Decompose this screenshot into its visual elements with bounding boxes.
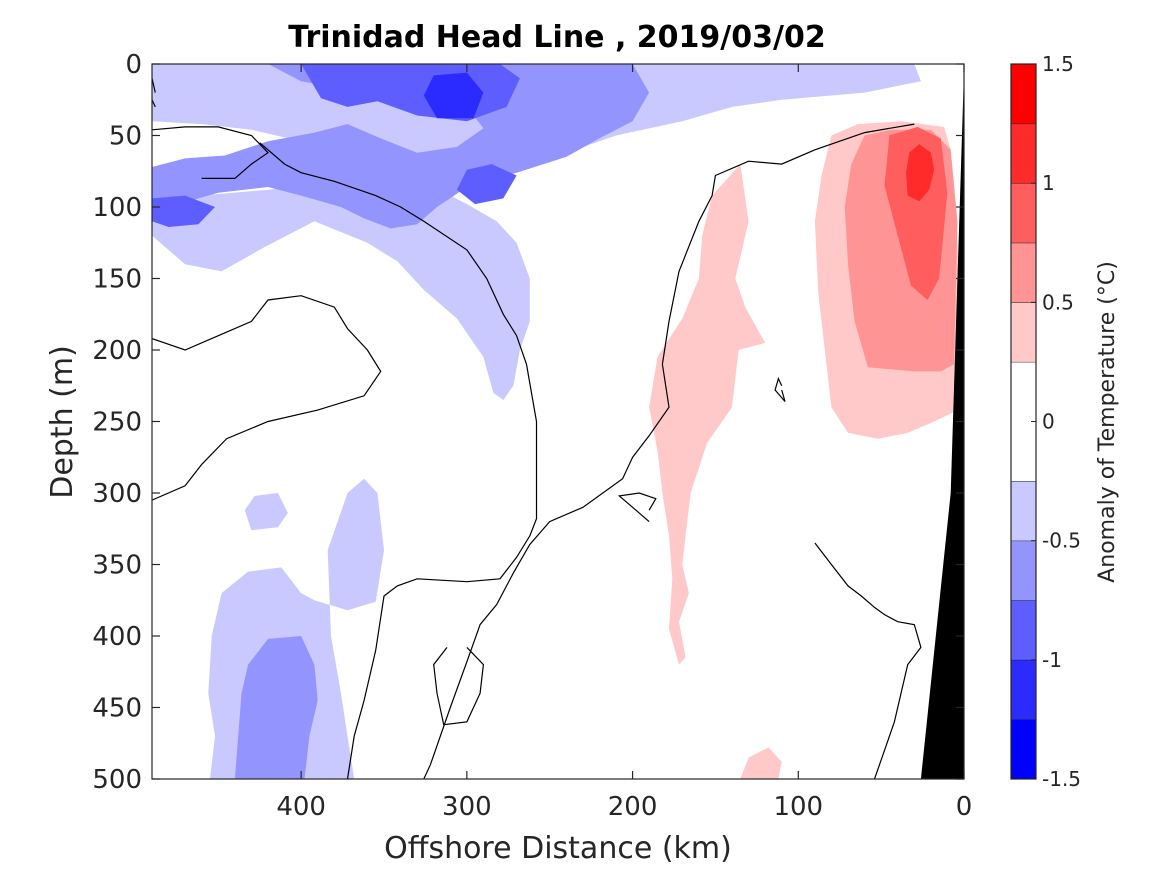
colorbar-tick-label: 1 xyxy=(1042,171,1055,195)
y-tick-label: 150 xyxy=(92,265,142,295)
region-cool-surface-core xyxy=(423,72,484,119)
colorbar-tick-label: 1.5 xyxy=(1042,52,1074,76)
seafloor-mask xyxy=(920,71,964,779)
x-tick-label: 300 xyxy=(442,792,492,822)
x-tick-label: 0 xyxy=(956,792,973,822)
contour-line-2 xyxy=(423,123,915,779)
x-tick-label: 100 xyxy=(773,792,823,822)
colorbar-tick-label: -1 xyxy=(1042,648,1062,672)
y-axis-label: Depth (m) xyxy=(45,345,80,499)
colorbar-ticks: 1.5 1 0.5 0 -0.5 -1 -1.5 xyxy=(1031,52,1081,791)
region-warm-deep-bottom xyxy=(740,747,782,779)
region-cool-surface-band xyxy=(152,175,530,400)
y-tick-label: 300 xyxy=(92,479,142,509)
region-cool-west-core xyxy=(152,195,215,227)
y-tick-label: 100 xyxy=(92,193,142,223)
contour-line-3 xyxy=(814,542,922,779)
colorbar-level-0 xyxy=(1011,719,1036,779)
anomaly-regions xyxy=(152,64,964,779)
colorbar-level-1 xyxy=(1011,659,1036,720)
y-tick-label: 450 xyxy=(92,694,142,724)
colorbar-level-9 xyxy=(1011,123,1036,184)
y-tick-label: 200 xyxy=(92,336,142,366)
region-warm-shelf-core xyxy=(906,144,935,202)
colorbar-tick-label: -1.5 xyxy=(1042,767,1081,791)
y-tick-label: 500 xyxy=(92,765,142,795)
x-tick-label: 400 xyxy=(276,792,326,822)
chart-title: Trinidad Head Line , 2019/03/02 xyxy=(288,20,825,55)
plot-area: 400 300 200 100 0 0 50 100 150 200 250 300 350 400 45… xyxy=(92,50,972,822)
colorbar-level-7 xyxy=(1011,242,1036,303)
colorbar-level-10 xyxy=(1011,64,1036,124)
contour-line-5 xyxy=(433,646,485,726)
colorbar-level-2 xyxy=(1011,600,1036,660)
colorbar-level-8 xyxy=(1011,183,1036,243)
region-cool-subsurface-core xyxy=(456,164,517,205)
x-tick-label: 200 xyxy=(608,792,658,822)
region-cool-surface-medium xyxy=(152,64,650,229)
contour-line-8 xyxy=(152,126,269,179)
colorbar-tick-label: 0.5 xyxy=(1042,290,1074,314)
colorbar-levels xyxy=(1011,63,1036,779)
colorbar-label: Anomaly of Temperature (°C) xyxy=(1095,261,1120,583)
colorbar-level-3 xyxy=(1011,540,1036,601)
contour-line-1 xyxy=(259,142,538,779)
zero-contours xyxy=(152,78,922,779)
colorbar-level-6 xyxy=(1011,302,1036,362)
seafloor-mask-shape xyxy=(920,71,964,779)
y-tick-label: 250 xyxy=(92,408,142,438)
colorbar: 1.5 1 0.5 0 -0.5 -1 -1.5 Anomaly of Temperatur… xyxy=(1010,52,1120,791)
contour-line-7 xyxy=(152,78,156,108)
colorbar-level-4 xyxy=(1011,481,1036,541)
colorbar-tick-label: -0.5 xyxy=(1042,529,1081,553)
colorbar-tick-label: 0 xyxy=(1042,410,1055,434)
y-tick-label: 0 xyxy=(125,50,142,80)
region-cool-deep-spot xyxy=(244,493,288,531)
region-warm-slope-filament xyxy=(649,164,766,665)
contour-line-0 xyxy=(152,295,382,501)
contour-line-6 xyxy=(774,376,786,402)
y-ticks: 0 50 100 150 200 250 300 350 400 450 500 xyxy=(92,50,964,795)
region-cool-deep-west-medium xyxy=(234,636,318,779)
y-tick-label: 350 xyxy=(92,551,142,581)
contour-line-4 xyxy=(617,492,657,523)
y-tick-label: 50 xyxy=(109,122,142,152)
x-ticks: 400 300 200 100 0 xyxy=(276,64,972,822)
x-axis-label: Offshore Distance (km) xyxy=(384,831,732,866)
y-tick-label: 400 xyxy=(92,622,142,652)
